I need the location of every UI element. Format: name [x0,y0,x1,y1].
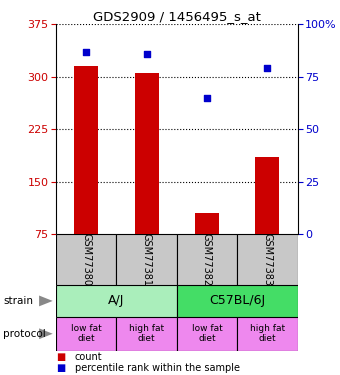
Bar [255,158,279,234]
Text: high fat
diet: high fat diet [250,324,285,344]
Text: strain: strain [3,296,33,306]
Bar [195,213,219,234]
Bar [237,317,298,351]
Bar [237,234,298,285]
Text: GSM77383: GSM77383 [262,233,272,286]
Point [84,49,89,55]
Text: count: count [75,352,102,362]
Text: GSM77382: GSM77382 [202,233,212,286]
Text: high fat
diet: high fat diet [129,324,164,344]
Bar [177,317,237,351]
Text: C57BL/6J: C57BL/6J [209,294,265,307]
Point [144,51,149,57]
Text: GSM77381: GSM77381 [142,233,152,286]
Bar [135,74,159,234]
Text: A/J: A/J [108,294,125,307]
Text: ■: ■ [56,363,65,373]
Polygon shape [39,296,53,306]
Bar [56,317,116,351]
Bar [56,234,116,285]
Title: GDS2909 / 1456495_s_at: GDS2909 / 1456495_s_at [93,10,261,23]
Polygon shape [39,328,53,339]
Bar [177,285,298,317]
Text: low fat
diet: low fat diet [71,324,102,344]
Point [204,95,210,101]
Bar [177,234,237,285]
Text: protocol: protocol [3,329,46,339]
Text: GSM77380: GSM77380 [81,233,91,286]
Bar [116,317,177,351]
Text: low fat
diet: low fat diet [192,324,222,344]
Bar [56,285,177,317]
Bar [116,234,177,285]
Bar [74,66,98,234]
Text: ■: ■ [56,352,65,362]
Point [265,66,270,72]
Text: percentile rank within the sample: percentile rank within the sample [75,363,240,373]
